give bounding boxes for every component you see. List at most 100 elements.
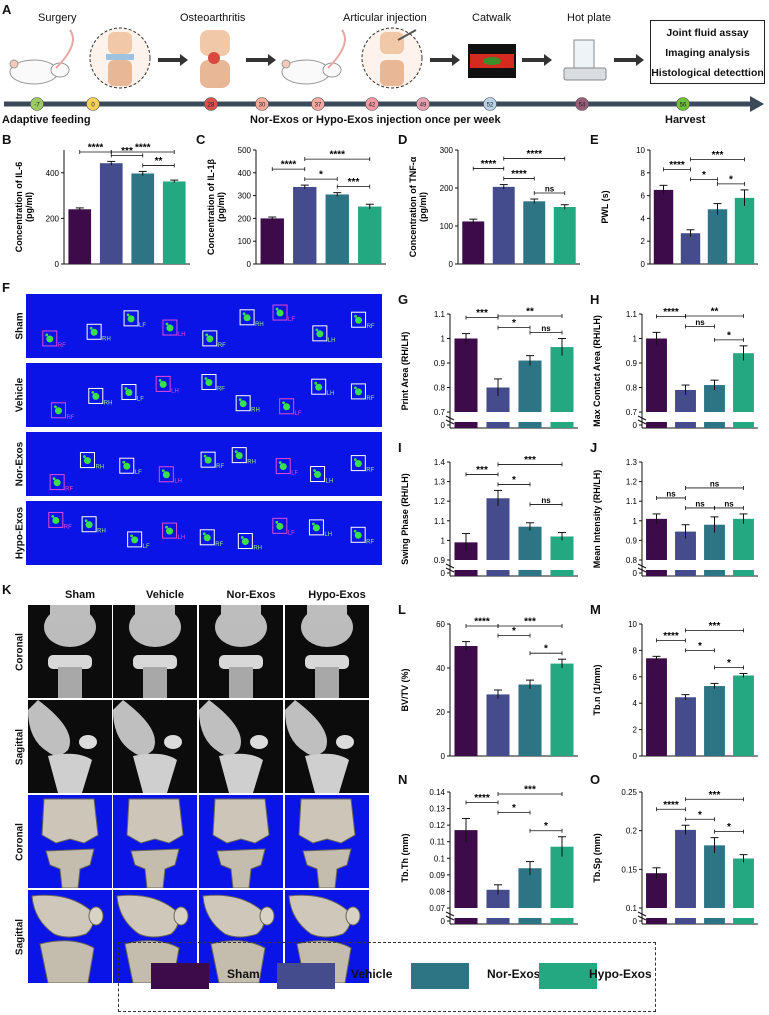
- reconstruction-3d-image: [199, 890, 283, 984]
- paw-box: [123, 310, 139, 327]
- tibia-shaft: [143, 667, 167, 698]
- y-tick-label: 10: [628, 620, 637, 629]
- significance-label: ****: [474, 617, 490, 628]
- y-tick-label: 8: [633, 646, 638, 655]
- panel-letter-d: D: [398, 132, 408, 147]
- paw-label: RF: [218, 343, 226, 349]
- legend-label-vehicle: Vehicle: [351, 967, 393, 981]
- y-tick-label: 200: [440, 184, 454, 193]
- y-tick-label: 0.1: [434, 854, 446, 863]
- bar: [358, 206, 382, 264]
- y-tick-label: 6: [633, 673, 638, 682]
- gait-image-sham: RF RH LF LH RF RH LF LH RF: [26, 294, 382, 358]
- axis-break: [445, 915, 455, 921]
- xray-knee-image: [199, 605, 283, 698]
- significance-label: ****: [669, 160, 685, 171]
- y-tick-label: 0: [449, 260, 454, 269]
- axis-break: [445, 415, 455, 421]
- significance-label: ns: [695, 499, 705, 508]
- tibia-shape: [305, 753, 349, 793]
- paw-toe: [205, 333, 209, 337]
- paw-print: [127, 315, 135, 323]
- femur-shape: [28, 700, 70, 756]
- paw-print: [276, 522, 284, 530]
- paw-print: [316, 330, 324, 338]
- paw-print: [166, 527, 174, 535]
- y-tick-label: 1.3: [434, 478, 446, 487]
- panel-letter-m: M: [590, 602, 601, 617]
- chart-o-tbsp: Tb.Sp (mm)0.10.150.20.250*********: [592, 788, 758, 926]
- gait-row-label: Nor-Exos: [14, 441, 26, 487]
- femur-3d: [288, 894, 351, 938]
- paw-print: [355, 316, 363, 324]
- xray-knee-image: [113, 700, 197, 793]
- chart-i-swing-phase: Swing Phase (RH/LH) 0.911.11.21.31.40****…: [400, 455, 578, 578]
- step-surgery: Surgery: [38, 12, 77, 24]
- day-marker: [483, 97, 497, 111]
- gait-row-label: Sham: [14, 312, 26, 340]
- timeline-arrowhead: [750, 96, 764, 112]
- patella-shape: [79, 735, 97, 749]
- gait-image-hypoexos: RF RH LF LH RF RH LF LH RF: [26, 501, 382, 565]
- paw-label: LF: [143, 544, 150, 550]
- y-axis-label: PWL (s): [600, 190, 610, 223]
- paw-print: [314, 471, 322, 479]
- gait-panel: Sham RF RH LF LH RF RH LF LH RF Vehicle RF RH LF LH…: [14, 294, 382, 566]
- y-tick-label: 0.15: [621, 865, 637, 874]
- significance-label: ***: [121, 146, 133, 157]
- reconstruction-3d-image: [113, 795, 197, 889]
- paw-print: [283, 403, 291, 411]
- paw-print: [205, 379, 213, 387]
- paw-label: LF: [139, 323, 146, 329]
- bar: [293, 186, 317, 264]
- paw-toe: [354, 314, 357, 318]
- y-tick-label: 1: [441, 335, 446, 344]
- femur-3d: [298, 798, 356, 844]
- paw-toe: [165, 322, 169, 326]
- bar-base: [646, 570, 667, 576]
- chart-d-tnfa: Concentration of TNF-α (pg/ml) 0 100 200 300 *…: [408, 146, 580, 269]
- gait-image-norexos: RF RH LF LH RF RH LF LH RF: [26, 432, 382, 496]
- paw-print: [354, 460, 362, 468]
- legend-label-hypoexos: Hypo-Exos: [589, 967, 652, 981]
- y-tick-label: 1.2: [626, 478, 638, 487]
- bar: [646, 338, 667, 412]
- bar: [518, 868, 542, 908]
- panel-letter-l: L: [398, 602, 406, 617]
- y-tick-label: 0.12: [429, 821, 445, 830]
- femur-shaft: [50, 605, 90, 623]
- bar: [733, 858, 754, 908]
- bar: [733, 675, 754, 756]
- y-tick-label: 0.07: [429, 904, 445, 913]
- significance-label: ****: [481, 159, 497, 170]
- axis-break: [637, 915, 647, 921]
- significance-label: **: [155, 156, 163, 167]
- significance-label: ***: [476, 308, 488, 319]
- tibia-shaft: [315, 667, 339, 698]
- bar-base: [486, 422, 510, 428]
- bar: [675, 531, 696, 560]
- timeline-mid-caption: Nor-Exos or Hypo-Exos injection once per…: [250, 114, 501, 126]
- y-tick-label: 200: [46, 214, 60, 223]
- bar: [707, 209, 728, 264]
- paw-box: [86, 323, 102, 340]
- significance-label: ns: [695, 318, 705, 327]
- step-osteoarthritis: Osteoarthritis: [180, 12, 246, 24]
- tibia-plateau: [305, 655, 349, 669]
- paw-label: LF: [288, 317, 295, 323]
- femur-3d: [212, 798, 270, 844]
- y-tick-label: 1.3: [626, 458, 638, 467]
- paw-label: RH: [251, 408, 260, 414]
- patella-3d: [345, 906, 361, 926]
- panel-letter-n: N: [398, 772, 408, 787]
- paw-box: [42, 330, 58, 347]
- y-axis-label: Max Contact Area (RH/LH): [592, 315, 602, 427]
- paw-box: [308, 519, 324, 536]
- paw-toe: [234, 450, 238, 454]
- paw-print: [83, 457, 91, 465]
- paw-toe: [240, 536, 244, 539]
- paw-toe: [242, 312, 246, 316]
- paw-box: [200, 451, 216, 468]
